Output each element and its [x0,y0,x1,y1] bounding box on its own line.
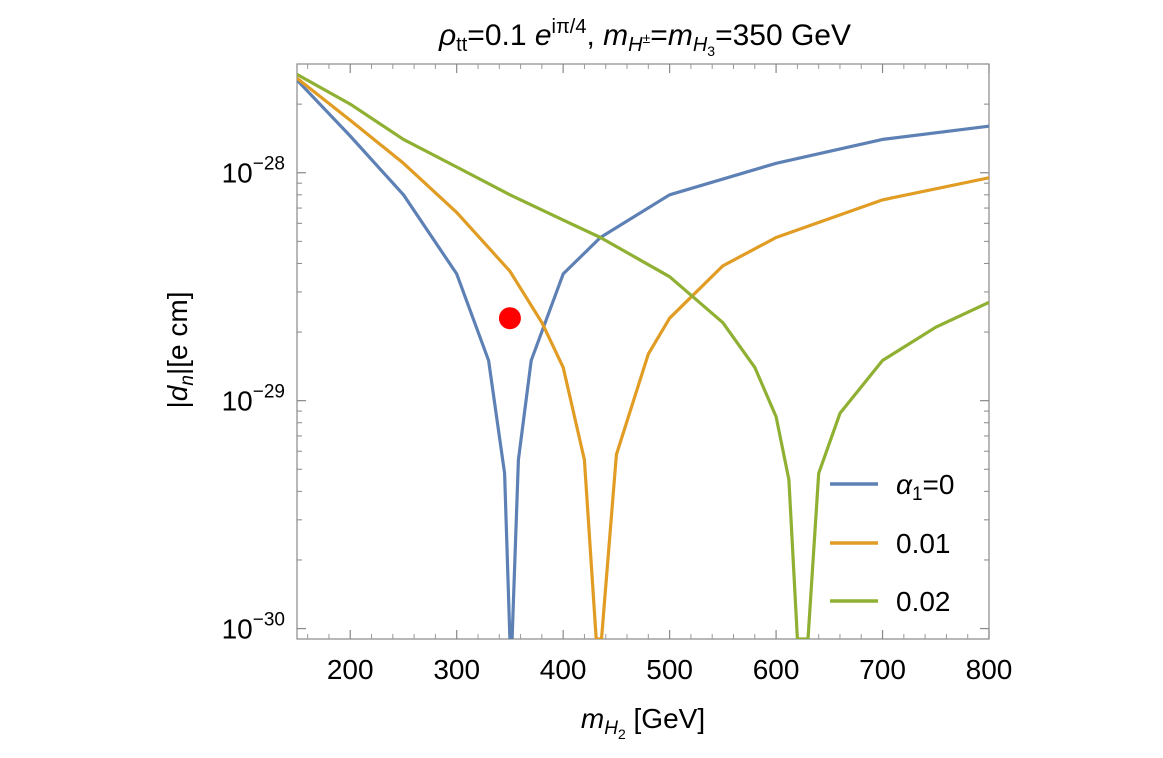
series-group [297,73,989,639]
legend-label-alpha-0.01: 0.01 [896,528,951,559]
y-tick-label: 10−30 [222,610,285,645]
x-tick-label: 400 [540,654,587,685]
chart-title: ρtt=0.1 eiπ/4, mH±=mH3=350 GeV [438,16,851,59]
series-line-2 [297,73,989,639]
x-axis-label: mH2 [GeV] [581,703,705,742]
x-tick-label: 700 [859,654,906,685]
marker-group [498,307,521,330]
x-tick-label: 600 [753,654,800,685]
x-tick-labels: 200 300 400 500 600 700 800 [327,654,1012,685]
x-tick-label: 200 [327,654,374,685]
legend: α1=0 0.01 0.02 [830,469,954,617]
y-tick-label: 10−28 [222,154,285,189]
x-tick-label: 300 [433,654,480,685]
legend-item-alpha-0: α1=0 [830,469,954,505]
legend-label-alpha-0.02: 0.02 [896,586,951,617]
series-line-0 [297,78,989,639]
y-tick-labels: 10−28 10−29 10−30 [222,154,285,645]
red-data-point [498,307,521,330]
y-tick-label: 10−29 [222,382,285,417]
x-tick-label: 500 [646,654,693,685]
series-line-1 [297,76,989,639]
plot-frame [296,63,990,640]
axis-ticks [297,63,990,640]
x-tick-label: 800 [966,654,1013,685]
legend-item-alpha-0.02: 0.02 [830,586,951,617]
legend-item-alpha-0.01: 0.01 [830,528,951,559]
y-axis-label: |dn|[e cm] [162,292,198,409]
legend-label-alpha-0: α1=0 [896,469,954,505]
